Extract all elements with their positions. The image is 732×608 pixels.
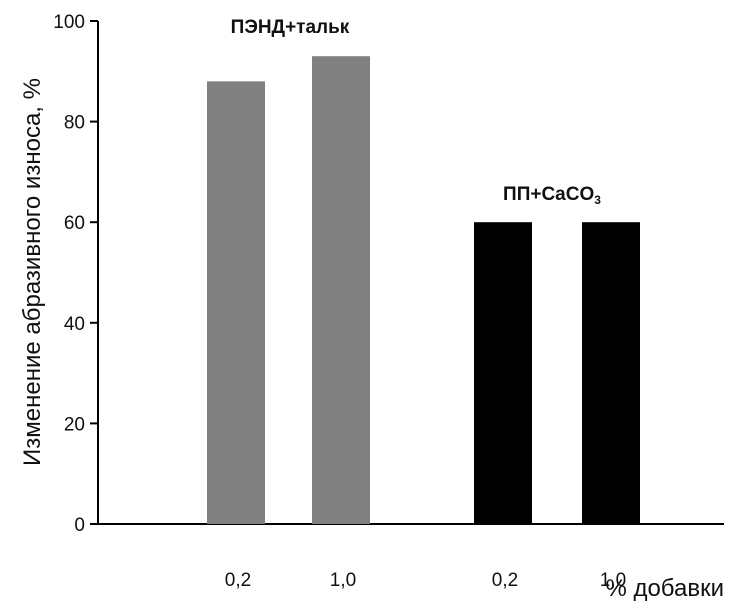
bar	[312, 56, 370, 525]
x-axis-title: % добавки	[605, 575, 724, 602]
y-tick-label: 40	[64, 314, 85, 335]
y-tick-label: 60	[64, 213, 85, 234]
group-label: ПП+CaCO3	[503, 184, 601, 207]
group-label-text: ПП+CaCO	[503, 184, 594, 205]
x-tick-label: 1,0	[330, 570, 356, 591]
y-axis-title: Изменение абразивного износа, %	[19, 78, 46, 466]
bars	[207, 56, 640, 525]
x-tick-label: 0,2	[492, 570, 518, 591]
x-tick-label: 0,2	[225, 570, 251, 591]
bar	[582, 222, 640, 524]
y-tick-label: 0	[74, 515, 85, 536]
group-labels: ПЭНД+тальк ПП+CaCO3	[231, 17, 602, 207]
group-label-subscript: 3	[594, 193, 601, 207]
bar	[207, 81, 265, 525]
bar	[474, 222, 532, 524]
y-tick-label: 100	[53, 12, 85, 33]
x-tick-label: 1,0	[600, 570, 626, 591]
group-label: ПЭНД+тальк	[231, 17, 350, 38]
y-tick-label: 20	[64, 414, 85, 435]
group-label-text: ПЭНД+тальк	[231, 17, 350, 38]
x-tick-labels: 0,2 1,0 0,2 1,0	[225, 570, 626, 591]
y-tick-label: 80	[64, 113, 85, 134]
y-ticks: 0 20 40 60 80 100	[53, 12, 98, 536]
